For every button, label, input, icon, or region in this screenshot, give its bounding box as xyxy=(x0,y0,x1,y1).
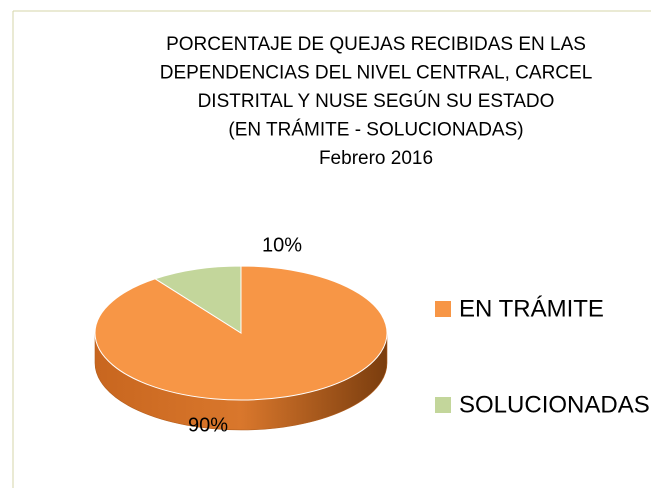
chart-title: DISTRITAL Y NUSE SEGÚN SU ESTADO xyxy=(198,90,555,112)
legend-swatch xyxy=(435,301,451,317)
chart-title: DEPENDENCIAS DEL NIVEL CENTRAL, CARCEL xyxy=(160,63,593,84)
chart-title: (EN TRÁMITE - SOLUCIONADAS) xyxy=(228,120,523,141)
legend-label: SOLUCIONADAS xyxy=(459,391,650,418)
legend-label: EN TRÁMITE xyxy=(459,295,604,322)
value-label: 10% xyxy=(262,234,302,256)
value-label: 90% xyxy=(188,414,228,436)
chart-title: Febrero 2016 xyxy=(319,148,433,169)
legend-swatch xyxy=(435,397,451,413)
chart-title: PORCENTAJE DE QUEJAS RECIBIDAS EN LAS xyxy=(166,34,586,55)
slice xyxy=(154,265,242,334)
